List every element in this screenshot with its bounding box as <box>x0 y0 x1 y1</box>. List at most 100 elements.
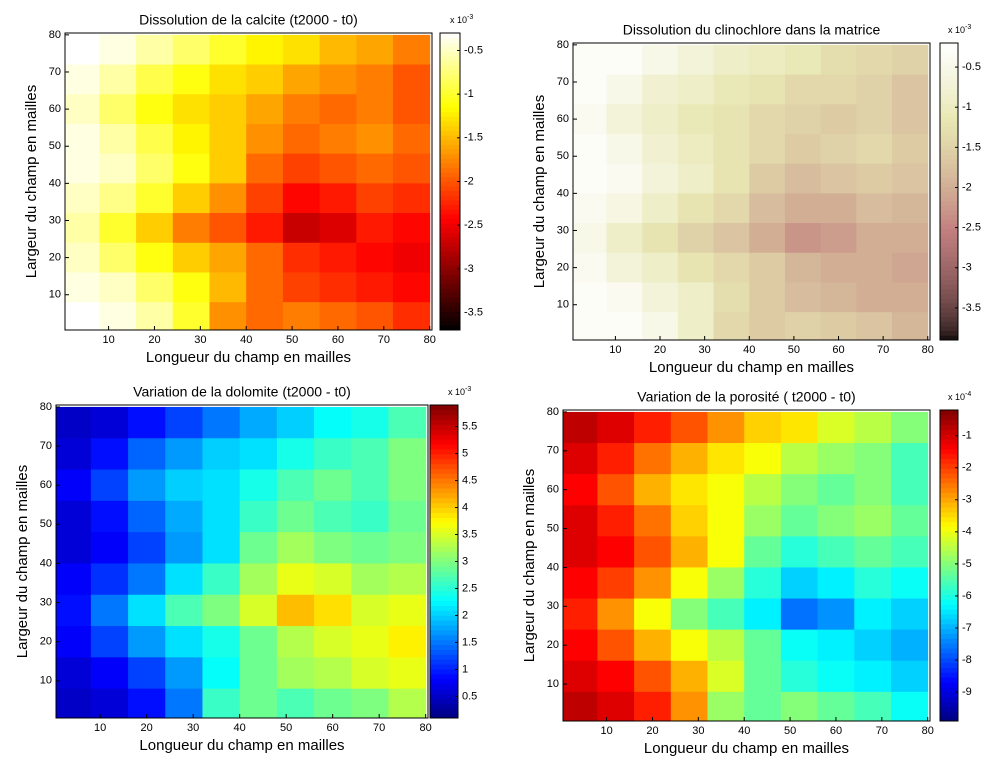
heat-cell <box>202 657 241 690</box>
heat-cell <box>606 44 643 76</box>
colorbar-swatch <box>440 46 460 52</box>
colorbar-swatch <box>430 468 458 474</box>
colorbar-swatch <box>940 492 958 498</box>
heat-cell <box>276 657 315 690</box>
heat-cell <box>606 252 643 283</box>
colorbar-swatch <box>430 497 458 504</box>
colorbar-swatch <box>940 614 958 620</box>
heat-cell <box>282 94 321 125</box>
heat-cell <box>246 183 284 214</box>
heat-cell <box>784 312 822 340</box>
heat-cell <box>209 272 247 303</box>
heat-cell <box>892 312 929 340</box>
x-tick-label: 10 <box>94 722 106 734</box>
colorbar-swatch <box>430 512 458 518</box>
x-tick-label: 70 <box>876 725 888 737</box>
colorbar-scale-base: x 10 <box>448 387 465 397</box>
colorbar-swatch <box>430 629 458 636</box>
colorbar-tick-label: -4 <box>962 526 972 538</box>
heat-cell <box>393 64 431 95</box>
heat-cell <box>246 34 284 66</box>
y-tick-label: 70 <box>557 76 569 88</box>
colorbar-tick-label: -0.5 <box>464 44 483 56</box>
colorbar-swatch <box>940 599 958 605</box>
x-tick-label: 20 <box>646 725 658 737</box>
heat-cell <box>99 64 137 95</box>
heat-cell <box>642 74 679 105</box>
colorbar-swatch <box>940 140 958 146</box>
heat-cell <box>314 500 352 533</box>
x-tick-label: 60 <box>830 725 842 737</box>
heat-cell <box>393 94 431 125</box>
colorbar-swatch <box>940 312 958 318</box>
colorbar-swatch <box>430 537 458 543</box>
heat-cell <box>128 532 166 564</box>
heat-cell <box>393 183 431 214</box>
colorbar-swatch <box>940 182 958 188</box>
colorbar-swatch <box>430 561 458 567</box>
heat-cell <box>670 474 709 506</box>
colorbar-swatch <box>440 223 460 229</box>
heat-cell <box>136 302 174 330</box>
heat-cell <box>854 411 892 444</box>
colorbar-swatch <box>430 673 458 680</box>
heat-cell <box>239 688 278 718</box>
colorbar-swatch <box>940 580 958 586</box>
heat-cell <box>282 183 321 214</box>
heat-cell <box>165 438 203 471</box>
colorbar-swatch <box>940 458 958 464</box>
colorbar-swatch <box>430 595 458 602</box>
colorbar-swatch <box>430 541 458 548</box>
heat-cell <box>165 657 203 690</box>
heat-cell <box>388 469 427 502</box>
colorbar-swatch <box>430 473 458 479</box>
colorbar-swatch <box>430 556 458 562</box>
colorbar-swatch <box>440 167 460 173</box>
colorbar-swatch <box>940 284 958 290</box>
colorbar-swatch <box>430 414 458 421</box>
heat-cell <box>856 252 893 283</box>
colorbar-swatch <box>940 117 958 123</box>
heat-cell <box>356 153 394 184</box>
heat-cell <box>388 438 427 471</box>
heat-cell <box>56 438 92 471</box>
colorbar-swatch <box>940 43 958 49</box>
colorbar-swatch <box>430 610 458 616</box>
colorbar-swatch <box>940 609 958 615</box>
y-tick-label: 10 <box>49 289 61 301</box>
chart-title: Variation de la porosité ( t2000 - t0) <box>637 389 855 405</box>
colorbar-swatch <box>940 575 958 581</box>
colorbar-swatch <box>940 463 958 469</box>
colorbar-swatch <box>430 585 458 592</box>
heat-cell <box>65 242 100 273</box>
colorbar-swatch <box>940 70 958 76</box>
heat-cell <box>573 44 607 76</box>
heat-cell <box>90 438 129 471</box>
heat-cell <box>351 563 389 596</box>
colorbar-swatch <box>940 288 958 294</box>
heat-cell <box>780 536 819 568</box>
x-tick-label: 60 <box>832 344 844 356</box>
colorbar-swatch <box>940 256 958 262</box>
heat-cell <box>713 312 750 340</box>
heat-cell <box>563 598 598 631</box>
heat-cell <box>744 411 782 444</box>
heat-cell <box>319 34 357 66</box>
x-tick-label: 50 <box>788 344 800 356</box>
panel: 10 20 30 40 50 60 70 80 10 20 30 40 50 60 70 80 Variatio… <box>521 389 972 757</box>
y-tick-label: 40 <box>547 561 559 573</box>
heat-cell <box>642 193 679 224</box>
heat-cell <box>854 474 892 506</box>
heat-cell <box>670 443 709 475</box>
heat-cell <box>563 474 598 506</box>
colorbar-swatch <box>940 507 958 513</box>
heat-cell <box>239 406 278 439</box>
colorbar-swatch <box>440 176 460 182</box>
heat-cell <box>707 567 745 600</box>
colorbar-swatch <box>940 47 958 53</box>
heat-cell <box>744 536 782 568</box>
heat-cell <box>784 252 822 283</box>
colorbar-swatch <box>940 711 958 717</box>
heat-cell <box>314 688 352 718</box>
heat-cell <box>817 567 855 600</box>
